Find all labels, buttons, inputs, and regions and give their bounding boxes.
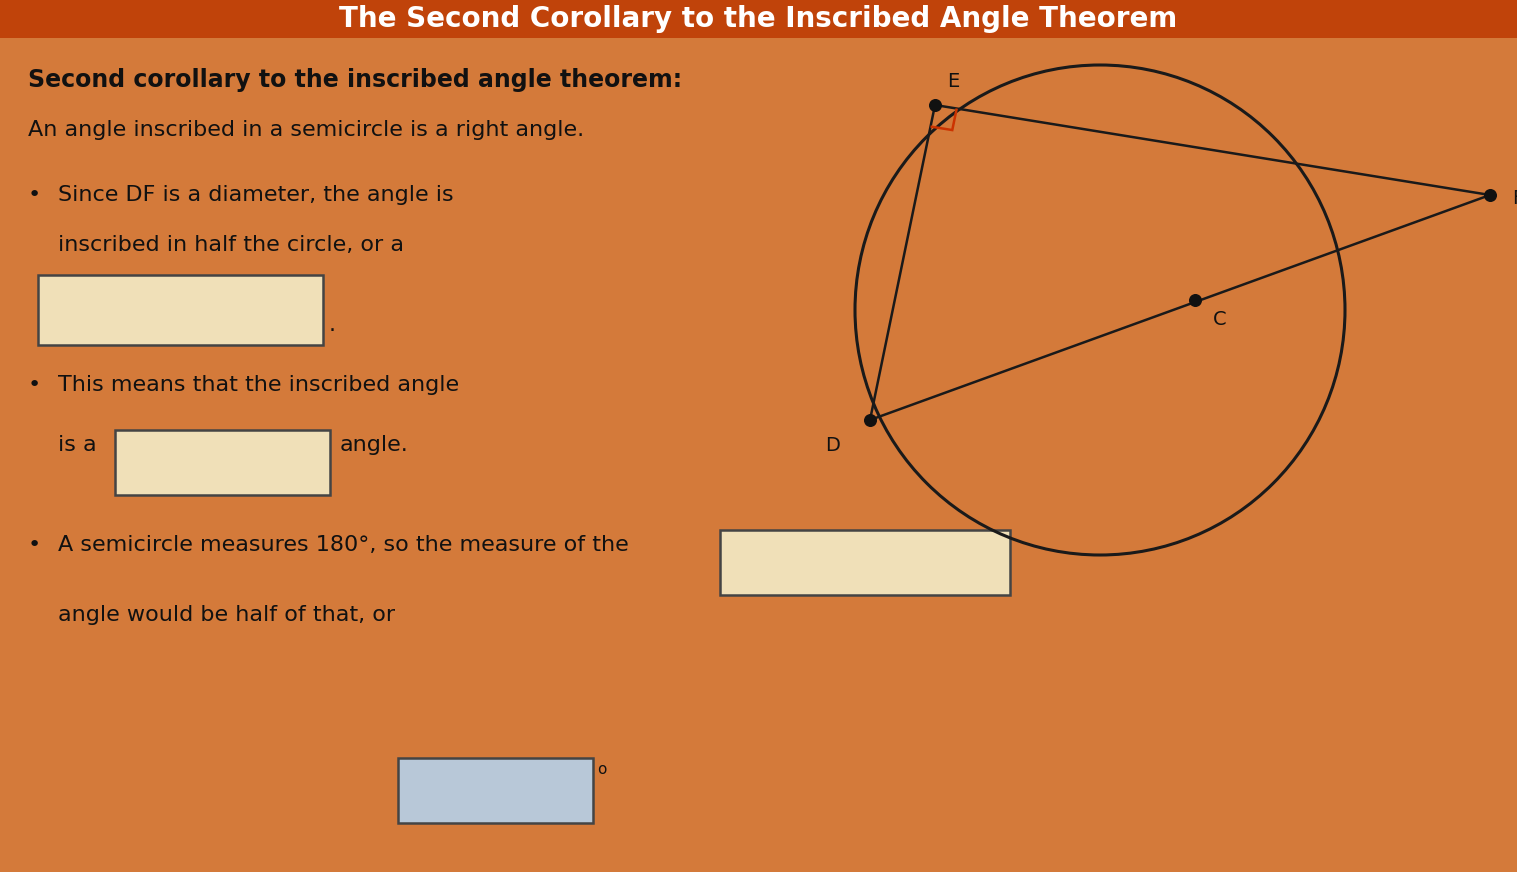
Text: D: D — [825, 436, 840, 455]
Text: E: E — [947, 72, 959, 91]
Text: •: • — [27, 375, 41, 395]
Bar — [38, 275, 323, 345]
Text: C: C — [1214, 310, 1227, 329]
Point — [859, 413, 883, 427]
Text: An angle inscribed in a semicircle is a right angle.: An angle inscribed in a semicircle is a … — [27, 120, 584, 140]
Text: F: F — [1512, 189, 1517, 208]
Text: is a: is a — [58, 435, 97, 455]
Text: Since DF is a diameter, the angle is: Since DF is a diameter, the angle is — [58, 185, 454, 205]
Text: .: . — [329, 315, 335, 335]
Point — [1478, 188, 1502, 202]
Text: A semicircle measures 180°, so the measure of the: A semicircle measures 180°, so the measu… — [58, 535, 628, 555]
Text: •: • — [27, 185, 41, 205]
Point — [922, 98, 947, 112]
Text: angle.: angle. — [340, 435, 408, 455]
Bar — [397, 758, 593, 823]
Text: The Second Corollary to the Inscribed Angle Theorem: The Second Corollary to the Inscribed An… — [340, 5, 1177, 33]
Text: •: • — [27, 535, 41, 555]
Text: angle would be half of that, or: angle would be half of that, or — [58, 605, 394, 625]
Text: o: o — [598, 762, 607, 777]
Text: This means that the inscribed angle: This means that the inscribed angle — [58, 375, 460, 395]
Bar — [0, 0, 1517, 38]
Bar — [721, 530, 1010, 595]
Text: inscribed in half the circle, or a: inscribed in half the circle, or a — [58, 235, 404, 255]
Text: Second corollary to the inscribed angle theorem:: Second corollary to the inscribed angle … — [27, 68, 683, 92]
Point — [1183, 293, 1208, 307]
Bar — [115, 430, 331, 495]
